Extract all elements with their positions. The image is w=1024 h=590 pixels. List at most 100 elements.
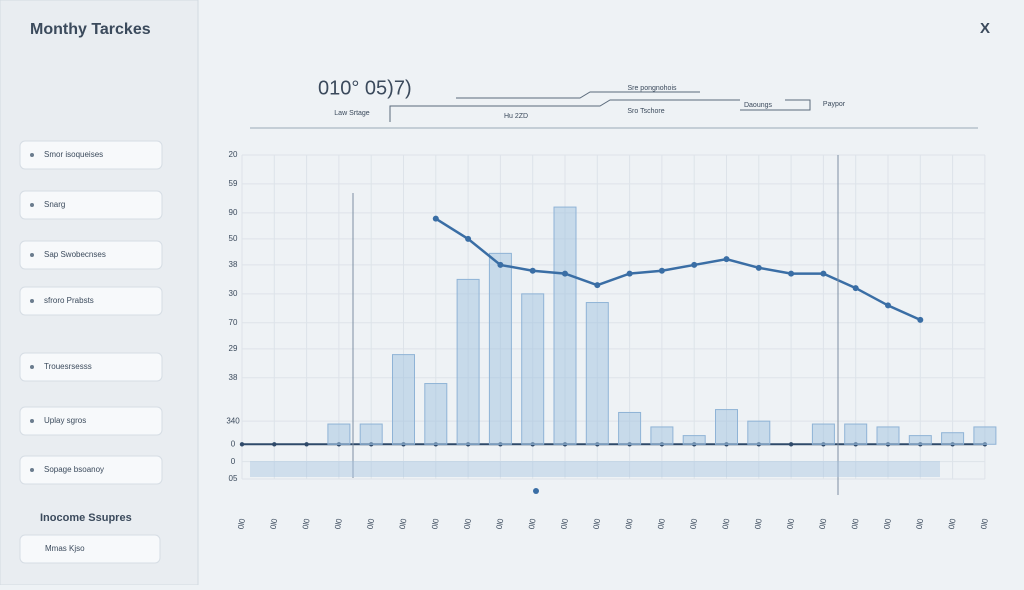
sidebar-item-label: Trouesrsesss — [44, 362, 92, 371]
sidebar-item[interactable] — [19, 286, 163, 316]
close-button[interactable]: X — [980, 20, 990, 37]
sidebar-item[interactable] — [19, 240, 163, 270]
sidebar-item[interactable] — [19, 406, 163, 436]
bar — [424, 383, 448, 445]
bar — [747, 420, 771, 445]
y-tick-label: 0 — [231, 439, 236, 448]
x-tick-label: 0l0 — [785, 517, 796, 530]
y-tick-label: 90 — [229, 208, 238, 217]
line-point — [723, 256, 730, 263]
line-point — [658, 267, 665, 274]
bar — [650, 426, 674, 445]
sidebar-item-label: Uplay sgros — [44, 416, 86, 425]
x-tick-label: 0l0 — [301, 517, 312, 530]
header-value: 010° 05)7) — [318, 77, 412, 99]
sidebar-icon — [30, 419, 34, 423]
sidebar-item-label: Snarg — [44, 200, 65, 209]
bar — [359, 423, 383, 445]
sidebar-item-label: Mmas Kjso — [45, 544, 85, 553]
x-tick-label: 0l0 — [269, 517, 280, 530]
x-tick-label: 0l0 — [753, 517, 764, 530]
sidebar-section: Inocome Ssupres — [40, 512, 132, 524]
header-label: Hu 2ZD — [504, 113, 528, 120]
sidebar-icon — [30, 468, 34, 472]
bar — [715, 409, 738, 445]
bar — [811, 423, 835, 445]
x-tick-label: 0l0 — [236, 517, 247, 530]
line-point — [562, 270, 568, 277]
line-point — [432, 215, 439, 222]
bar — [585, 302, 609, 445]
y-tick-label: 05 — [229, 474, 238, 483]
line-point — [820, 270, 827, 277]
line-point — [852, 285, 859, 292]
marker-dot — [533, 488, 539, 494]
bar — [488, 252, 512, 445]
sidebar-item-label: sfroro Prabsts — [44, 296, 94, 305]
bar — [908, 435, 932, 445]
line-point — [755, 264, 762, 271]
bar — [521, 293, 545, 445]
header-label: Sre pongnohois — [627, 85, 677, 92]
x-tick-label: 0l0 — [656, 517, 667, 530]
bar — [876, 426, 900, 445]
x-tick-label: 0l0 — [979, 517, 990, 530]
y-tick-label: 30 — [229, 289, 238, 298]
bar — [973, 426, 997, 445]
sidebar-item-label: Smor isoqueises — [44, 150, 103, 159]
y-tick-label: 38 — [229, 373, 238, 382]
x-tick-label: 0l0 — [818, 517, 829, 530]
header-connector — [740, 99, 811, 111]
y-tick-label: 0 — [231, 457, 236, 466]
line-point — [788, 270, 795, 277]
sidebar-icon — [30, 253, 34, 257]
y-tick-label: 29 — [229, 344, 238, 353]
sidebar-item-label: Sap Swobecnses — [44, 250, 106, 259]
header-connector — [456, 91, 700, 99]
bar — [941, 432, 965, 445]
line-point — [497, 261, 504, 268]
sidebar-icon — [30, 203, 34, 207]
y-tick-label: 340 — [226, 416, 240, 425]
header-label: Sro Tschore — [627, 108, 664, 115]
sidebar-item[interactable] — [19, 352, 163, 382]
range-band — [250, 461, 940, 477]
y-tick-label: 50 — [229, 234, 238, 243]
x-tick-label: 0l0 — [430, 517, 441, 530]
header-label: Daoungs — [744, 102, 773, 109]
sidebar-icon — [30, 299, 34, 303]
header-connector — [389, 99, 740, 122]
x-tick-label: 0l0 — [947, 517, 958, 530]
line-point — [529, 267, 536, 274]
x-tick-label: 0l0 — [462, 517, 473, 530]
sidebar-item[interactable] — [19, 190, 163, 220]
x-tick-label: 0l0 — [365, 517, 376, 530]
x-tick-label: 0l0 — [527, 517, 538, 530]
sidebar-item[interactable] — [19, 534, 161, 564]
x-tick-label: 0l0 — [495, 517, 506, 530]
bar — [392, 354, 415, 445]
x-tick-label: 0l0 — [688, 517, 699, 530]
y-tick-label: 70 — [229, 318, 238, 327]
bar — [682, 435, 706, 445]
bar — [618, 411, 642, 445]
sidebar-icon — [30, 153, 34, 157]
sidebar-item[interactable] — [19, 455, 163, 485]
x-tick-label: 0l0 — [624, 517, 635, 530]
bar — [456, 278, 480, 445]
x-tick-label: 0l0 — [333, 517, 344, 530]
line-point — [594, 282, 601, 289]
bar — [844, 423, 868, 445]
header-label: Paypor — [823, 101, 846, 108]
axis-dot — [788, 442, 794, 447]
line-point — [885, 302, 891, 309]
line-point — [626, 270, 633, 277]
sidebar-item[interactable] — [19, 140, 163, 170]
y-tick-label: 20 — [229, 150, 238, 159]
axis-dot — [272, 442, 277, 447]
x-tick-label: 0l0 — [915, 517, 926, 530]
x-tick-label: 0l0 — [398, 517, 409, 530]
header-caption: Law Srtage — [334, 110, 370, 117]
x-tick-label: 0l0 — [721, 517, 732, 530]
